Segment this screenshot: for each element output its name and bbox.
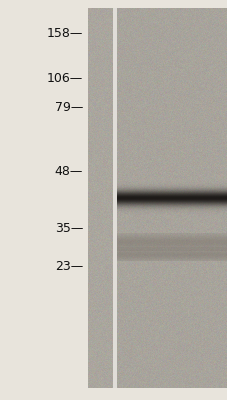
Bar [116,8,227,388]
Bar [88,8,113,388]
Text: 79—: 79— [54,101,83,114]
Text: 23—: 23— [54,260,83,273]
Text: 48—: 48— [54,165,83,178]
Text: 106—: 106— [47,72,83,85]
Text: 158—: 158— [46,27,83,40]
Bar [113,8,116,388]
Text: 35—: 35— [54,222,83,235]
